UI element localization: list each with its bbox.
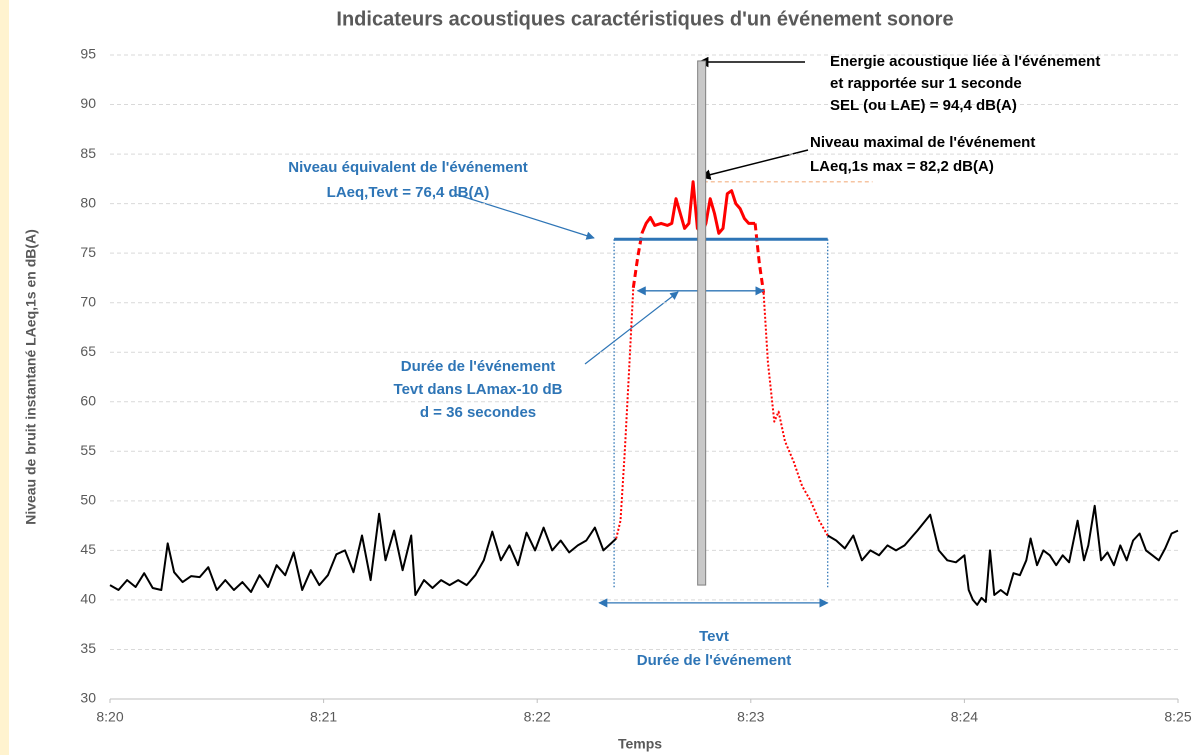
x-tick-label: 8:24 [951, 709, 978, 725]
x-tick-label: 8:25 [1164, 709, 1191, 725]
y-tick-label: 50 [80, 492, 96, 508]
annotation: Niveau équivalent de l'événement [288, 159, 528, 176]
y-tick-label: 40 [80, 591, 96, 607]
annotation: et rapportée sur 1 seconde [830, 75, 1022, 92]
annotation: Energie acoustique liée à l'événement [830, 53, 1100, 70]
annotation: Niveau maximal de l'événement [810, 134, 1035, 151]
x-tick-label: 8:23 [737, 709, 764, 725]
y-axis-label: Niveau de bruit instantané LAeq,1s en dB… [23, 229, 39, 525]
y-tick-label: 95 [80, 46, 96, 62]
annotation: Tevt [699, 628, 729, 645]
x-axis-label: Temps [618, 736, 662, 752]
y-tick-label: 85 [80, 145, 96, 161]
edge-strip [0, 0, 9, 755]
series-line [109, 512, 617, 596]
y-tick-label: 55 [80, 442, 96, 458]
annotation: d = 36 secondes [420, 404, 536, 421]
series-line [631, 223, 766, 294]
y-tick-label: 60 [80, 392, 96, 408]
annotation: Durée de l'événement [637, 652, 791, 669]
annotation: Tevt dans LAmax-10 dB [394, 381, 563, 398]
y-tick-label: 80 [80, 194, 96, 210]
x-tick-label: 8:22 [524, 709, 551, 725]
annotation: Durée de l'événement [401, 358, 555, 375]
y-tick-label: 45 [80, 541, 96, 557]
series-line [615, 287, 829, 539]
arrow [454, 193, 595, 240]
x-tick-label: 8:21 [310, 709, 337, 725]
y-tick-label: 70 [80, 293, 96, 309]
x-tick-label: 8:20 [96, 709, 123, 725]
y-tick-label: 90 [80, 95, 96, 111]
annotation: LAeq,1s max = 82,2 dB(A) [810, 158, 994, 175]
series-line [827, 504, 1179, 606]
y-tick-label: 65 [80, 343, 96, 359]
chart-title: Indicateurs acoustiques caractéristiques… [336, 8, 953, 30]
y-tick-label: 30 [80, 690, 96, 706]
y-tick-label: 35 [80, 640, 96, 656]
y-tick-label: 75 [80, 244, 96, 260]
annotation: LAeq,Tevt = 76,4 dB(A) [327, 184, 490, 201]
annotation: SEL (ou LAE) = 94,4 dB(A) [830, 97, 1017, 114]
sel-bar [697, 60, 707, 586]
